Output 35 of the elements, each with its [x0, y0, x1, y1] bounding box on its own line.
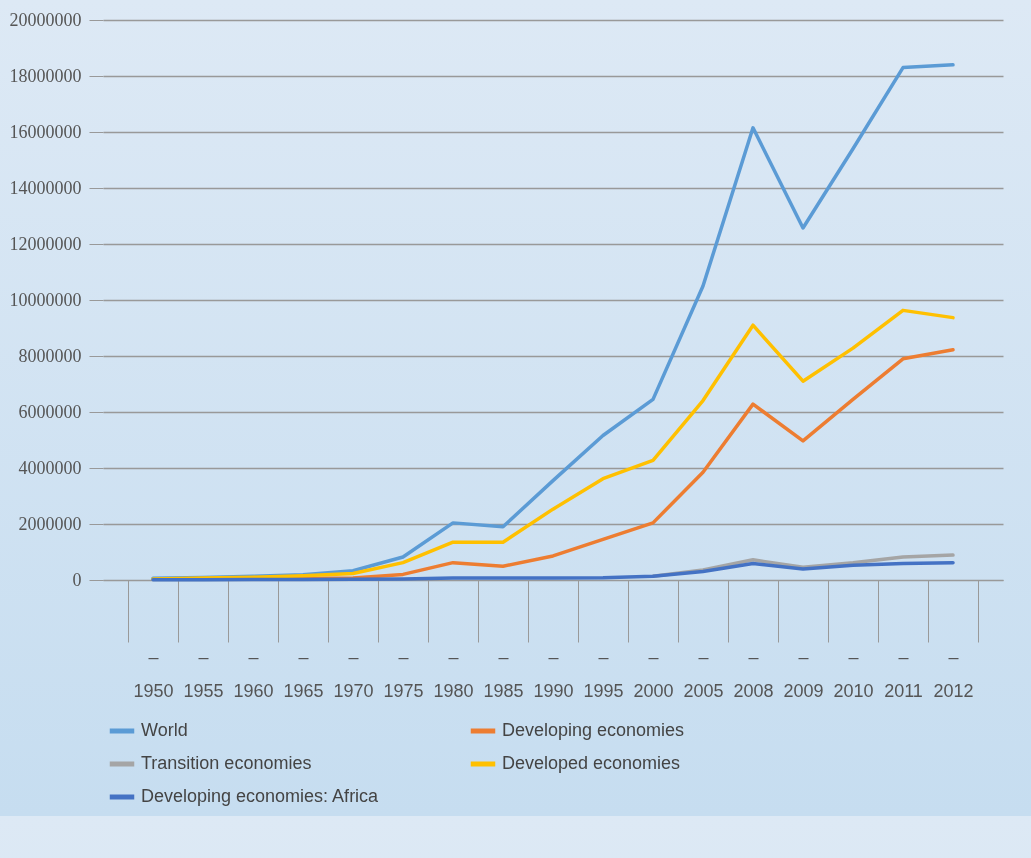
x-tick-label: – 2005: [683, 646, 724, 701]
legend-label: Transition economies: [141, 753, 312, 773]
x-tick-label: – 1960: [233, 646, 274, 701]
x-tick-label: – 2012: [933, 646, 974, 701]
legend-label: World: [141, 720, 188, 740]
y-tick-label: 4000000: [18, 457, 82, 478]
line-series: [151, 560, 955, 582]
x-tick-label: – 1965: [283, 646, 324, 701]
x-tick-label: – 1955: [183, 646, 224, 701]
x-tick-label: – 2008: [733, 646, 774, 701]
x-tick-label: – 2000: [633, 646, 674, 701]
line-series: [151, 308, 955, 581]
x-tick-label: – 1980: [433, 646, 474, 701]
y-tick-label: 10000000: [9, 289, 82, 310]
legend-label: Developing economies: Africa: [141, 786, 380, 806]
y-tick-label: 6000000: [18, 401, 82, 422]
y-tick-label: 12000000: [9, 233, 82, 254]
y-tick-label: 0: [72, 569, 82, 590]
y-tick-label: 18000000: [9, 65, 82, 86]
y-tick-label: 2000000: [18, 513, 82, 534]
x-tick-label: – 1990: [533, 646, 574, 701]
y-tick-label: 8000000: [18, 345, 82, 366]
x-tick-label: – 1985: [483, 646, 524, 701]
x-tick-label: – 2009: [783, 646, 824, 701]
x-tick-label: – 2011: [884, 646, 923, 701]
x-tick-label: – 1995: [583, 646, 624, 701]
legend-label: Developing economies: [502, 720, 685, 740]
y-tick-label: 20000000: [9, 9, 82, 30]
legend-label: Developed economies: [502, 753, 681, 773]
x-tick-label: – 1975: [383, 646, 424, 701]
x-tick-label: – 1950: [133, 646, 174, 701]
y-tick-label: 14000000: [9, 177, 82, 198]
y-tick-label: 16000000: [9, 121, 82, 142]
x-tick-label: – 1970: [333, 646, 374, 701]
x-tick-label: – 2010: [833, 646, 874, 701]
